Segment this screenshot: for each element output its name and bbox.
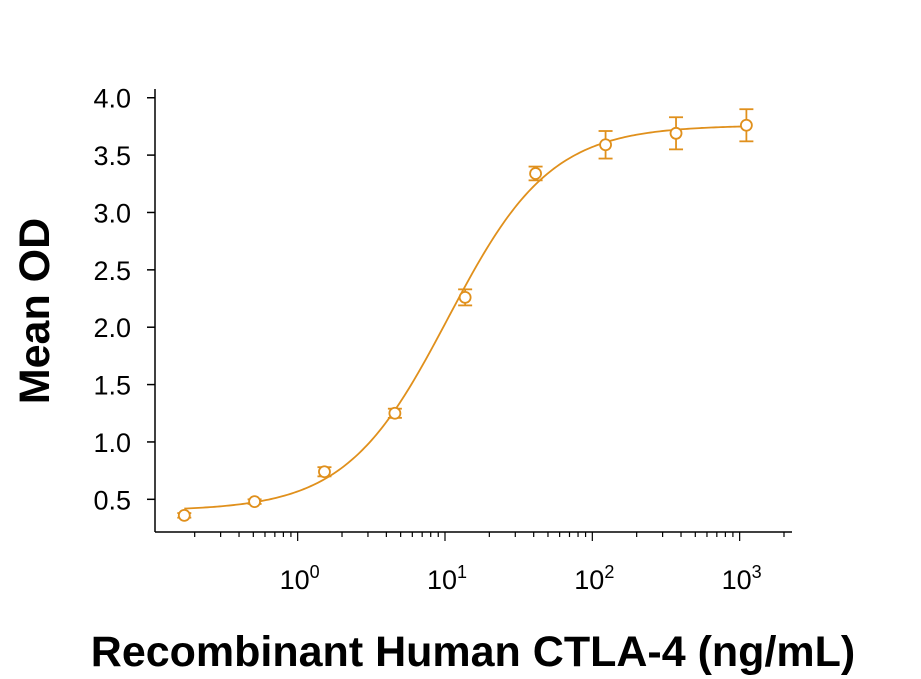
- y-tick-label: 1.0: [93, 428, 131, 458]
- x-tick-base: 10: [427, 565, 457, 595]
- data-point: [318, 465, 331, 479]
- data-point: [739, 118, 753, 132]
- x-tick-exponent: 2: [604, 562, 614, 582]
- data-point: [529, 167, 542, 180]
- x-axis-title: Recombinant Human CTLA-4 (ng/mL): [91, 628, 855, 676]
- y-tick-label: 3.5: [93, 141, 131, 171]
- data-point: [669, 126, 683, 140]
- y-tick-label: 2.0: [93, 313, 131, 343]
- y-ticks: 0.5 1.0 1.5 2.0 2.5 3.0 3.5 4.0: [93, 84, 155, 515]
- x-ticks: 100 101 102 103: [194, 532, 785, 595]
- x-tick-exponent: 0: [310, 562, 320, 582]
- y-tick-label: 0.5: [93, 485, 131, 515]
- y-tick-label: 1.5: [93, 371, 131, 401]
- data-point: [458, 290, 472, 304]
- fit-curve: [184, 125, 747, 510]
- x-tick-base: 10: [280, 565, 310, 595]
- x-tick-exponent: 3: [752, 562, 762, 582]
- y-tick-label: 2.5: [93, 256, 131, 286]
- x-tick-label: 101: [427, 562, 467, 595]
- data-point: [599, 138, 612, 152]
- data-point: [248, 495, 261, 509]
- data-points: [177, 108, 754, 522]
- data-point: [177, 508, 191, 522]
- y-tick-label: 4.0: [93, 84, 131, 114]
- x-axis: 100 101 102 103: [155, 531, 792, 595]
- x-tick-label: 102: [574, 562, 614, 595]
- y-axis-title: Mean OD: [11, 218, 59, 404]
- x-tick-label: 100: [280, 562, 320, 595]
- data-point: [388, 406, 402, 420]
- x-tick-base: 10: [722, 565, 752, 595]
- y-axis: 0.5 1.0 1.5 2.0 2.5 3.0 3.5 4.0: [93, 84, 156, 532]
- y-tick-label: 3.0: [93, 198, 131, 228]
- x-tick-label: 103: [722, 562, 762, 595]
- x-tick-base: 10: [574, 565, 604, 595]
- x-tick-exponent: 1: [457, 562, 467, 582]
